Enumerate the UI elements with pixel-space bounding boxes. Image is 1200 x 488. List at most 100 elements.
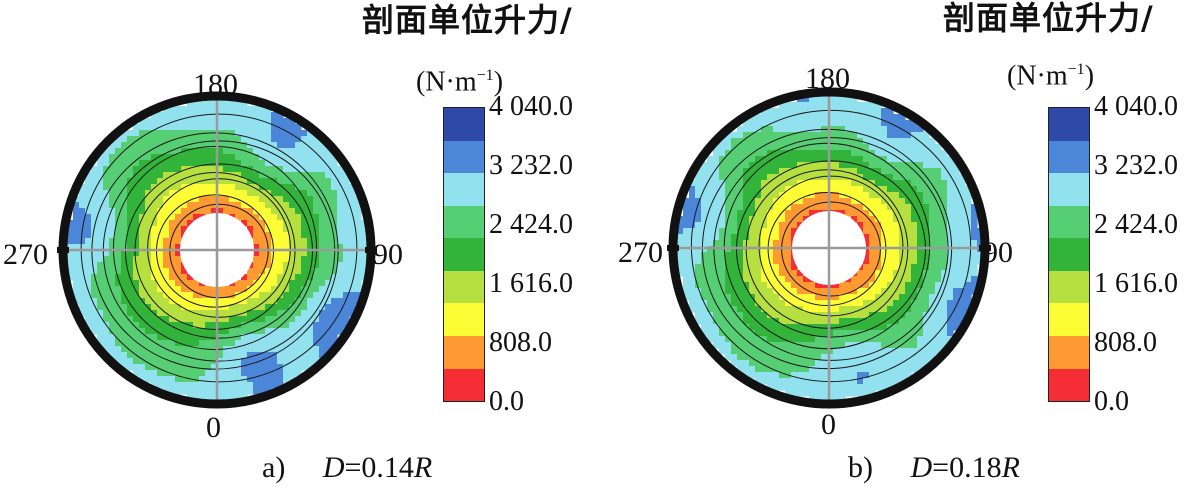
- contour-cell: [935, 210, 942, 217]
- contour-cell: [325, 214, 332, 221]
- contour-cell: [97, 214, 104, 221]
- contour-cell: [947, 300, 954, 307]
- contour-cell: [905, 228, 912, 235]
- contour-cell: [289, 172, 296, 179]
- angle-label-bottom: 0: [206, 411, 221, 444]
- contour-cell: [803, 300, 810, 307]
- contour-cell: [121, 190, 128, 197]
- contour-cell: [211, 328, 218, 335]
- contour-cell: [295, 322, 302, 329]
- contour-cell: [187, 118, 194, 125]
- contour-cell: [325, 190, 332, 197]
- contour-cell: [277, 370, 284, 377]
- contour-cell: [115, 346, 122, 353]
- contour-cell: [289, 280, 296, 287]
- contour-cell: [707, 324, 714, 331]
- contour-cell: [905, 324, 912, 331]
- contour-cell: [97, 238, 104, 245]
- contour-cell: [815, 342, 822, 349]
- contour-cell: [767, 204, 774, 211]
- contour-cell: [85, 220, 92, 227]
- contour-cell: [313, 316, 320, 323]
- contour-cell: [175, 226, 182, 233]
- contour-cell: [85, 274, 92, 281]
- contour-cell: [361, 238, 368, 245]
- contour-cell: [283, 340, 290, 347]
- contour-cell: [731, 258, 738, 265]
- contour-cell: [259, 196, 266, 203]
- contour-cell: [797, 318, 804, 325]
- contour-cell: [791, 210, 798, 217]
- contour-cell: [929, 156, 936, 163]
- contour-cell: [857, 132, 864, 139]
- contour-cell: [205, 100, 212, 107]
- contour-cell: [187, 214, 194, 221]
- contour-cell: [163, 124, 170, 131]
- contour-cell: [773, 234, 780, 241]
- contour-cell: [133, 136, 140, 143]
- contour-cell: [271, 250, 278, 257]
- contour-cell: [767, 120, 774, 127]
- contour-cell: [749, 324, 756, 331]
- contour-cell: [175, 154, 182, 161]
- contour-cell: [701, 330, 708, 337]
- contour-cell: [791, 348, 798, 355]
- contour-cell: [947, 240, 954, 247]
- contour-cell: [821, 180, 828, 187]
- contour-cell: [211, 208, 218, 215]
- contour-cell: [187, 382, 194, 389]
- contour-cell: [959, 276, 966, 283]
- contour-cell: [139, 220, 146, 227]
- contour-cell: [941, 174, 948, 181]
- contour-cell: [761, 336, 768, 343]
- contour-cell: [857, 216, 864, 223]
- contour-cell: [779, 288, 786, 295]
- contour-cell: [145, 340, 152, 347]
- contour-cell: [761, 198, 768, 205]
- contour-cell: [79, 268, 86, 275]
- contour-cell: [271, 346, 278, 353]
- contour-cell: [205, 166, 212, 173]
- contour-cell: [349, 196, 356, 203]
- contour-cell: [205, 292, 212, 299]
- contour-cell: [911, 252, 918, 259]
- contour-cell: [145, 172, 152, 179]
- contour-cell: [767, 258, 774, 265]
- contour-cell: [103, 166, 110, 173]
- contour-cell: [97, 166, 104, 173]
- contour-cell: [181, 322, 188, 329]
- contour-cell: [103, 154, 110, 161]
- contour-cell: [133, 154, 140, 161]
- contour-cell: [163, 166, 170, 173]
- contour-cell: [247, 118, 254, 125]
- contour-cell: [863, 252, 870, 259]
- contour-cell: [163, 226, 170, 233]
- contour-cell: [223, 124, 230, 131]
- contour-cell: [319, 226, 326, 233]
- contour-cell: [181, 358, 188, 365]
- contour-cell: [97, 178, 104, 185]
- contour-cell: [923, 330, 930, 337]
- contour-cell: [803, 342, 810, 349]
- contour-cell: [743, 264, 750, 271]
- contour-line: [80, 113, 358, 383]
- contour-cell: [857, 108, 864, 115]
- contour-cell: [743, 168, 750, 175]
- contour-cell: [319, 346, 326, 353]
- contour-cell: [307, 334, 314, 341]
- contour-cell: [755, 270, 762, 277]
- contour-cell: [785, 240, 792, 247]
- contour-cell: [821, 150, 828, 157]
- contour-cell: [223, 142, 230, 149]
- contour-cell: [845, 300, 852, 307]
- contour-cell: [803, 126, 810, 133]
- contour-cell: [283, 274, 290, 281]
- contour-cell: [283, 226, 290, 233]
- contour-cell: [331, 316, 338, 323]
- contour-cell: [157, 370, 164, 377]
- contour-cell: [767, 216, 774, 223]
- contour-cell: [217, 334, 224, 341]
- contour-cell: [241, 106, 248, 113]
- contour-cell: [127, 316, 134, 323]
- contour-cell: [145, 286, 152, 293]
